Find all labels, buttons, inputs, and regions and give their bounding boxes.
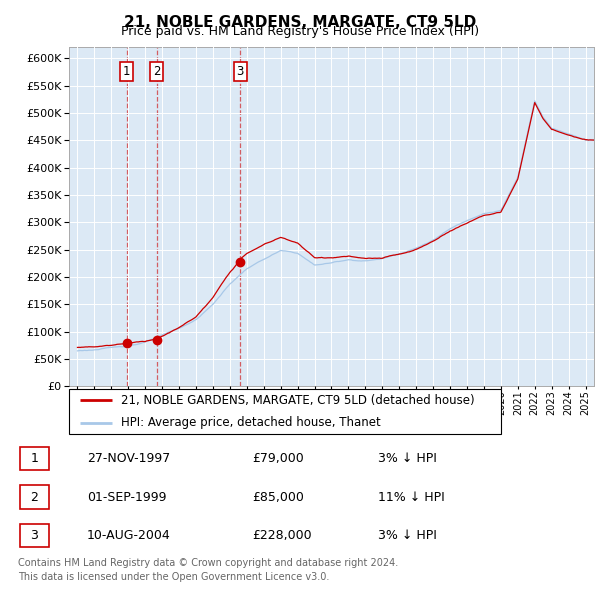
Text: 21, NOBLE GARDENS, MARGATE, CT9 5LD (detached house): 21, NOBLE GARDENS, MARGATE, CT9 5LD (det… xyxy=(121,394,475,407)
Text: 3% ↓ HPI: 3% ↓ HPI xyxy=(378,452,437,466)
Text: Contains HM Land Registry data © Crown copyright and database right 2024.
This d: Contains HM Land Registry data © Crown c… xyxy=(18,558,398,582)
Text: Price paid vs. HM Land Registry's House Price Index (HPI): Price paid vs. HM Land Registry's House … xyxy=(121,25,479,38)
Text: £228,000: £228,000 xyxy=(252,529,311,542)
Text: 21, NOBLE GARDENS, MARGATE, CT9 5LD: 21, NOBLE GARDENS, MARGATE, CT9 5LD xyxy=(124,15,476,30)
Text: 3: 3 xyxy=(236,65,244,78)
Text: £85,000: £85,000 xyxy=(252,490,304,504)
Text: 10-AUG-2004: 10-AUG-2004 xyxy=(87,529,171,542)
Text: 1: 1 xyxy=(31,452,38,466)
Text: 11% ↓ HPI: 11% ↓ HPI xyxy=(378,490,445,504)
Text: £79,000: £79,000 xyxy=(252,452,304,466)
Text: 01-SEP-1999: 01-SEP-1999 xyxy=(87,490,167,504)
Text: 2: 2 xyxy=(31,490,38,504)
Text: 3% ↓ HPI: 3% ↓ HPI xyxy=(378,529,437,542)
Text: 27-NOV-1997: 27-NOV-1997 xyxy=(87,452,170,466)
Text: HPI: Average price, detached house, Thanet: HPI: Average price, detached house, Than… xyxy=(121,416,380,429)
Text: 3: 3 xyxy=(31,529,38,542)
Text: 2: 2 xyxy=(153,65,160,78)
Text: 1: 1 xyxy=(123,65,130,78)
